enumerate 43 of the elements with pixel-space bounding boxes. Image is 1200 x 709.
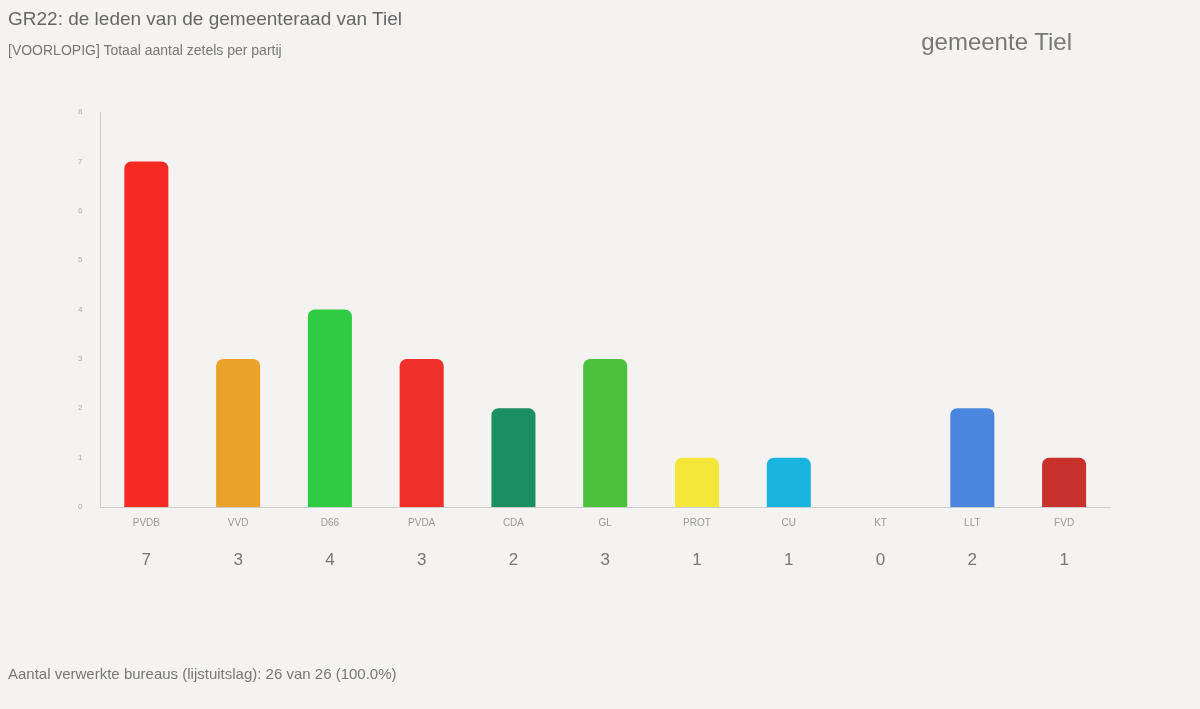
bar [216,358,261,507]
y-tick-label: 4 [78,304,83,314]
x-tick-label: FVD [1054,516,1075,528]
x-tick-label: VVD [227,516,249,528]
x-tick-label: PVDB [132,516,161,528]
x-tick-label: CDA [502,516,525,528]
bar [307,309,352,507]
bar [674,457,720,507]
data-label: 3 [233,549,243,569]
x-tick-label: KT [874,516,887,528]
data-label: 2 [508,549,519,569]
y-tick-label: 3 [78,354,83,364]
data-label: 1 [784,549,794,569]
x-tick-label: LLT [964,516,981,528]
bar [950,408,995,507]
y-tick-label: 8 [78,107,83,117]
data-label: 3 [416,549,427,569]
x-tick-label: GL [598,516,613,528]
y-tick-label: 6 [78,205,83,215]
bar [399,358,444,507]
x-tick-label: PROT [683,516,711,528]
y-tick-label: 7 [78,156,83,166]
chart-title: GR22: de leden van de gemeenteraad van Tiel [8,8,402,30]
data-label: 4 [325,549,335,569]
bar [583,358,628,507]
x-tick-label: D66 [320,516,340,528]
chart-subtitle: [VOORLOPIG] Totaal aantal zetels per partij [8,42,282,58]
data-label: 2 [967,549,978,569]
x-tick-label: CU [781,516,797,528]
bar [1042,457,1087,507]
x-tick-label: PVDA [408,516,436,528]
bar [124,161,169,507]
text: Aantal verwerkte bureaus (lijstuitslag): 26 van 26 (100.0%) [8,665,397,682]
data-label: 7 [141,549,152,569]
data-label: 3 [600,549,610,569]
y-tick-label: 5 [78,255,83,265]
data-label: 1 [692,549,702,569]
bar [766,457,811,507]
bar [491,408,536,507]
text: gemeente Tiel [921,28,1072,56]
data-label: 0 [875,549,886,569]
y-tick-label: 1 [78,452,83,462]
data-label: 1 [1059,549,1069,569]
